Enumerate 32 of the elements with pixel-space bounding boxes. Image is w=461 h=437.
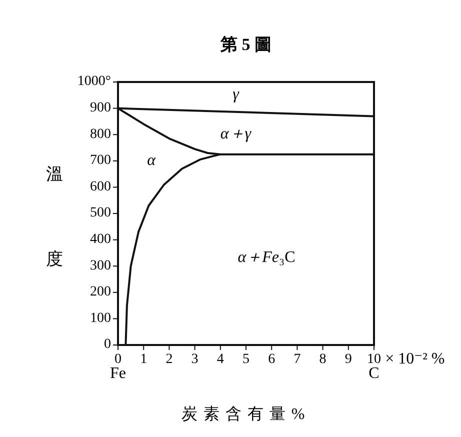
annotation: γ — [232, 86, 240, 103]
x-tick-label: 1 — [140, 352, 148, 367]
x-axis-title: 炭素含有量% — [181, 405, 311, 423]
text: Fe — [110, 364, 126, 382]
x-tick-label: 9 — [344, 352, 352, 367]
y-tick-label: 200 — [90, 284, 111, 300]
y-tick-label: 400 — [90, 232, 111, 248]
text: C — [368, 364, 380, 382]
x-tick-label: 8 — [319, 352, 326, 367]
x-tick-label: 5 — [242, 352, 250, 367]
annotation: α＋Fe₃C — [238, 248, 296, 266]
y-tick-label: 900 — [90, 100, 111, 116]
y-tick-label: 600 — [90, 179, 111, 194]
y-tick-label: 100 — [90, 310, 111, 326]
chart-title: 第 5 圖 — [220, 35, 272, 54]
y-tick-label: 0 — [104, 337, 111, 352]
y-axis-title: 溫 度 — [46, 151, 64, 276]
annotation: α＋γ — [220, 125, 252, 142]
x-tick-label: 4 — [216, 352, 224, 367]
x-tick-label: 10 — [367, 352, 381, 367]
x-tick-label: 0 — [114, 352, 122, 367]
y-tick-label: 500 — [90, 206, 111, 221]
y-tick-label: 800 — [90, 126, 111, 142]
annotation: α — [147, 152, 156, 169]
y-tick-label: 300 — [90, 258, 111, 274]
text: × 10⁻² % — [385, 350, 445, 368]
x-tick-label: 6 — [268, 352, 276, 367]
y-tick-label: 700 — [90, 153, 111, 168]
y-tick-label: 1000° — [77, 74, 111, 90]
x-tick-label: 7 — [294, 352, 301, 367]
x-tick-label: 3 — [191, 352, 198, 367]
x-tick-label: 2 — [166, 352, 173, 367]
